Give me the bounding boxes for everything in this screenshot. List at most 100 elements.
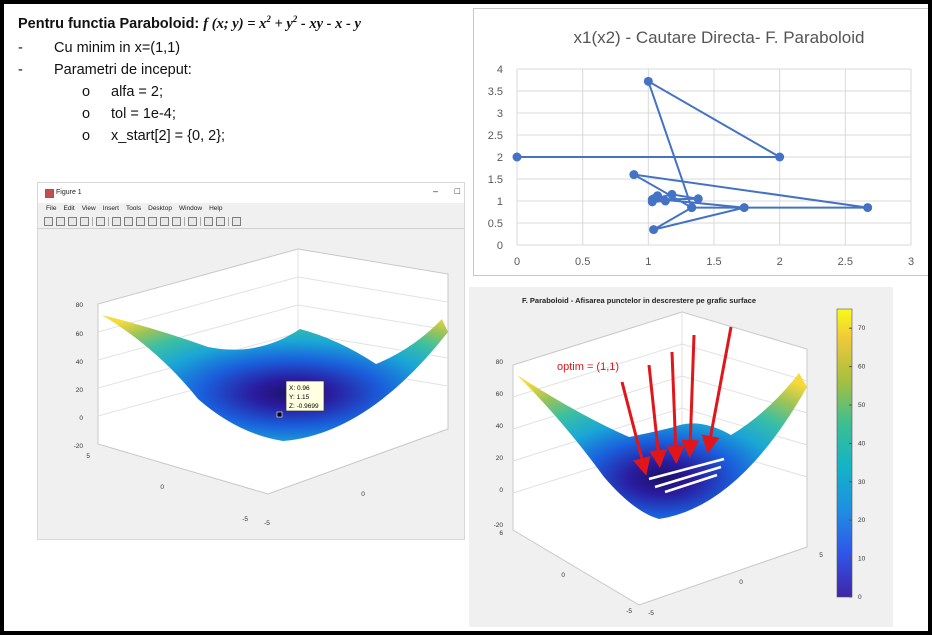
line-chart: x1(x2) - Cautare Directa- F. Paraboloid … [473, 8, 928, 276]
datacursor-icon[interactable] [160, 217, 169, 226]
surface-plot-svg: 80 60 40 20 0 -20 5 0 -5 0 -5 [74, 248, 449, 527]
toolbar-separator [200, 217, 201, 226]
data-point [863, 203, 873, 213]
data-point [667, 189, 677, 199]
y-tick-label: 1.5 [488, 174, 503, 186]
sub-list-item: o x_start[2] = {0, 2}; [82, 127, 226, 144]
svg-text:60: 60 [496, 391, 504, 398]
y-tick-label: 3 [497, 108, 503, 120]
data-point [660, 196, 670, 206]
x-axis-labels-2: 5 0 -5 [648, 552, 823, 617]
svg-text:20: 20 [76, 387, 84, 394]
formula: f (x; y) = x2 + y2 - xy - x - y [203, 14, 361, 32]
title-prefix: Pentru functia Paraboloid: [18, 15, 204, 32]
open-icon[interactable] [56, 217, 65, 226]
datatip[interactable]: X: 0.96 Y: 1.15 Z: -0.9699 [276, 380, 325, 418]
x-tick-label: 2 [777, 256, 783, 268]
list-item: - Parametri de inceput: [18, 61, 192, 78]
menu-insert[interactable]: Insert [102, 205, 119, 212]
zoom-out-icon[interactable] [124, 217, 133, 226]
data-point [653, 191, 663, 201]
svg-text:40: 40 [76, 359, 84, 366]
colorbar-tick-label: 30 [858, 479, 866, 486]
slide: Pentru functia Paraboloid: f (x; y) = x2… [4, 4, 928, 631]
legend-icon[interactable] [204, 217, 213, 226]
data-point [739, 203, 749, 213]
data-point [512, 152, 522, 162]
rotate-icon[interactable] [148, 217, 157, 226]
zoom-in-icon[interactable] [112, 217, 121, 226]
colorbar-icon[interactable] [188, 217, 197, 226]
toolbar-separator [92, 217, 93, 226]
y-tick-label: 0.5 [488, 218, 503, 230]
svg-text:-20: -20 [494, 522, 504, 529]
colorbar-tick-label: 40 [858, 440, 866, 447]
svg-text:0: 0 [739, 579, 743, 586]
series-points [512, 76, 873, 235]
y-tick-label: 0 [497, 240, 503, 252]
menubar: File Edit View Insert Tools Desktop Wind… [38, 203, 464, 215]
svg-text:20: 20 [496, 455, 504, 462]
menu-view[interactable]: View [81, 205, 96, 212]
figure-title: Figure 1 [56, 189, 82, 196]
menu-tools[interactable]: Tools [125, 205, 142, 212]
menu-edit[interactable]: Edit [63, 205, 75, 212]
datatip-y: Y: 1.15 [289, 394, 310, 401]
save-icon[interactable] [68, 217, 77, 226]
x-tick-label: 1.5 [706, 256, 721, 268]
y-ticks: 0 0.5 1 1.5 2 2.5 3 3.5 4 [488, 64, 503, 252]
colorbar-tick-label: 0 [858, 594, 862, 601]
maximize-button[interactable]: □ [454, 186, 460, 196]
svg-text:80: 80 [496, 359, 504, 366]
minimize-button[interactable]: – [432, 186, 438, 196]
brush-icon[interactable] [172, 217, 181, 226]
x-tick-label: 2.5 [838, 256, 853, 268]
data-point [643, 76, 653, 86]
svg-text:5: 5 [819, 552, 823, 559]
print-icon[interactable] [80, 217, 89, 226]
grid-icon[interactable] [216, 217, 225, 226]
surface-figure-2: F. Paraboloid - Afisarea punctelor in de… [469, 287, 893, 627]
surface-plot-area[interactable]: 80 60 40 20 0 -20 5 0 -5 0 -5 [38, 229, 464, 539]
data-point [687, 203, 697, 213]
y-tick-label: 4 [497, 64, 503, 76]
list-item: - Cu minim in x=(1,1) [18, 39, 181, 56]
svg-text:80: 80 [76, 302, 84, 309]
y-tick-label: 1 [497, 196, 503, 208]
sub-list-item: o alfa = 2; [82, 83, 163, 100]
chart-title: x1(x2) - Cautare Directa- F. Paraboloid [573, 28, 864, 47]
datatip-marker [276, 411, 283, 418]
y-tick-label: 3.5 [488, 86, 503, 98]
pan-icon[interactable] [136, 217, 145, 226]
data-point [649, 225, 659, 235]
y-axis-labels-2: 6 0 -5 [499, 530, 632, 615]
svg-text:-5: -5 [242, 516, 248, 523]
colorbar-tick-label: 50 [858, 402, 866, 409]
pointer-icon[interactable] [96, 217, 105, 226]
plot-tools-icon[interactable] [232, 217, 241, 226]
descent-points [648, 457, 725, 494]
figure-toolbar [38, 215, 464, 229]
x-tick-label: 0.5 [575, 256, 590, 268]
annotation-arrows [620, 326, 733, 476]
x-tick-label: 0 [514, 256, 520, 268]
svg-text:-5: -5 [264, 520, 270, 527]
datatip-x: X: 0.96 [289, 385, 310, 392]
menu-window[interactable]: Window [178, 205, 203, 212]
svg-text:60: 60 [76, 331, 84, 338]
menu-file[interactable]: File [46, 205, 57, 212]
figure-window: Figure 1 – □ File Edit View Insert Tools… [37, 182, 465, 540]
surface-plot-2-svg: F. Paraboloid - Afisarea punctelor in de… [494, 296, 866, 617]
svg-text:0: 0 [361, 491, 365, 498]
z-axis-labels: 80 60 40 20 0 -20 [74, 302, 84, 450]
figure-titlebar: Figure 1 – □ [38, 183, 464, 203]
menu-help[interactable]: Help [209, 205, 223, 212]
x-axis-labels: 0 -5 [264, 491, 365, 527]
toolbar-separator [184, 217, 185, 226]
new-file-icon[interactable] [44, 217, 53, 226]
surface-title: F. Paraboloid - Afisarea punctelor in de… [522, 296, 756, 305]
menu-desktop[interactable]: Desktop [148, 205, 172, 212]
svg-text:0: 0 [160, 484, 164, 491]
sub-list-item: o tol = 1e-4; [82, 105, 176, 122]
colorbar-tick-label: 60 [858, 364, 866, 371]
